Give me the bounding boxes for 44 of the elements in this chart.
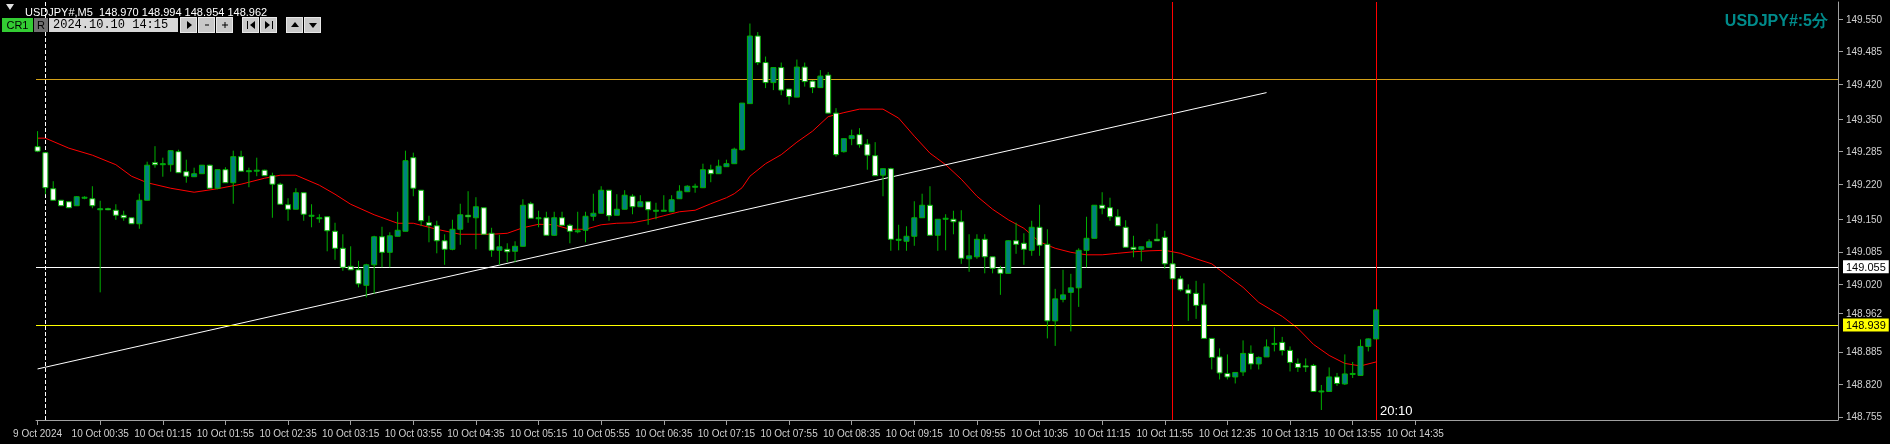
- x-tick-label: 10 Oct 05:55: [572, 427, 631, 439]
- chart-title: USDJPY#,M5 148.970 148.994 148.954 148.962: [25, 5, 268, 18]
- x-tick-label: 10 Oct 07:55: [760, 427, 819, 439]
- x-tick-label: 10 Oct 01:55: [196, 427, 255, 439]
- x-tick-label: 10 Oct 11:55: [1136, 427, 1194, 439]
- y-tick-label: 149.550: [1846, 13, 1883, 25]
- x-tick-label: 10 Oct 04:35: [447, 427, 505, 439]
- x-tick-label: 10 Oct 01:15: [134, 427, 192, 439]
- y-tick-label: 149.420: [1846, 78, 1883, 90]
- text: CR1: [2, 18, 33, 32]
- x-tick-label: 10 Oct 08:35: [823, 427, 881, 439]
- annotation: USDJPY#:5分: [1724, 11, 1829, 29]
- x-tick-label: 10 Oct 13:55: [1324, 427, 1382, 439]
- x-tick-label: 10 Oct 12:35: [1198, 427, 1257, 439]
- x-tick-label: 10 Oct 06:35: [635, 427, 693, 439]
- y-tick-label: 149.485: [1846, 46, 1883, 58]
- x-tick-label: 10 Oct 02:35: [259, 427, 318, 439]
- annotation: 20:10: [1380, 403, 1413, 418]
- x-tick-label: 10 Oct 11:15: [1073, 427, 1131, 439]
- ref-line-label: 149.055: [1846, 260, 1886, 273]
- x-tick-label: 10 Oct 14:35: [1386, 427, 1445, 439]
- x-tick-label: 10 Oct 07:15: [697, 427, 756, 439]
- x-tick-label: 10 Oct 05:15: [509, 427, 568, 439]
- y-tick-label: 148.755: [1846, 411, 1883, 423]
- y-tick-label: 149.285: [1846, 146, 1883, 158]
- x-tick-label: 10 Oct 09:55: [948, 427, 1006, 439]
- x-tick-label: 10 Oct 03:15: [322, 427, 380, 439]
- y-tick-label: 149.150: [1846, 213, 1883, 225]
- ref-line-label: 148.939: [1846, 318, 1886, 331]
- y-tick-label: 149.350: [1846, 113, 1883, 125]
- x-tick-label: 10 Oct 10:35: [1010, 427, 1069, 439]
- y-tick-label: 148.885: [1846, 346, 1883, 358]
- annotation: 2024.10.10 14:15: [49, 18, 178, 32]
- y-tick-label: 149.085: [1846, 246, 1883, 258]
- y-tick-label: 148.820: [1846, 378, 1883, 390]
- x-tick-label: 10 Oct 00:35: [71, 427, 130, 439]
- y-tick-label: 149.220: [1846, 178, 1883, 190]
- x-tick-label: 9 Oct 2024: [13, 427, 63, 439]
- annotation: R: [34, 18, 48, 32]
- x-tick-label: 10 Oct 09:15: [885, 427, 944, 439]
- y-tick-label: 149.020: [1846, 278, 1883, 290]
- x-tick-label: 10 Oct 13:15: [1261, 427, 1320, 439]
- y-tick-label: 148.962: [1846, 307, 1883, 319]
- x-tick-label: 10 Oct 03:55: [384, 427, 443, 439]
